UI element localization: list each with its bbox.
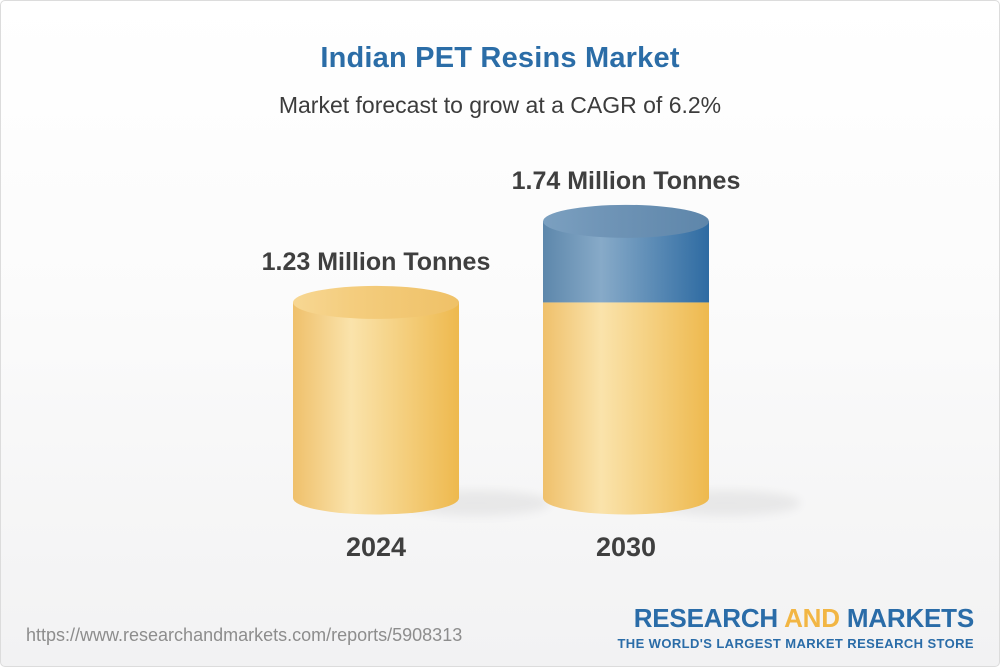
page-subtitle: Market forecast to grow at a CAGR of 6.2…	[278, 92, 722, 118]
chart-header: Indian PET Resins Market Market forecast…	[1, 1, 999, 119]
logo-word-markets: MARKETS	[846, 603, 974, 634]
page-title: Indian PET Resins Market	[320, 42, 680, 74]
logo-wordmark: RESEARCH AND MARKETS	[634, 604, 974, 633]
logo-word-and: AND	[784, 603, 840, 634]
logo-word-research: RESEARCH	[633, 603, 779, 634]
report-url: https://www.researchandmarkets.com/repor…	[26, 625, 463, 645]
research-and-markets-logo: RESEARCH AND MARKETS THE WORLD'S LARGEST…	[617, 604, 974, 651]
value-label-2030: 1.74 Million Tonnes	[511, 166, 741, 195]
category-label-2030: 2030	[595, 532, 657, 562]
value-label-2024: 1.23 Million Tonnes	[261, 247, 491, 276]
logo-tagline: THE WORLD'S LARGEST MARKET RESEARCH STOR…	[617, 636, 974, 651]
category-label-2024: 2024	[345, 532, 407, 562]
